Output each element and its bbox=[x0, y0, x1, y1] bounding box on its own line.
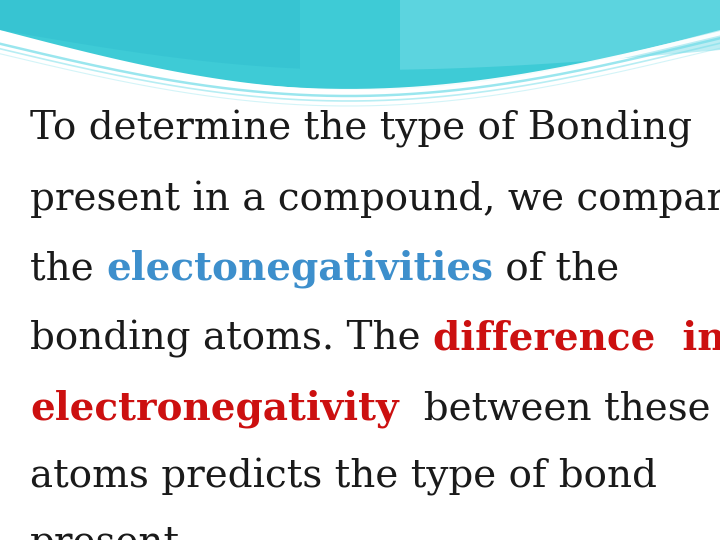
Text: electonegativities: electonegativities bbox=[106, 250, 493, 288]
Text: bonding atoms. The: bonding atoms. The bbox=[30, 320, 433, 358]
Polygon shape bbox=[400, 0, 720, 70]
Text: atoms predicts the type of bond: atoms predicts the type of bond bbox=[30, 458, 657, 496]
Text: present: present bbox=[30, 525, 180, 540]
Text: difference  in: difference in bbox=[433, 320, 720, 358]
Polygon shape bbox=[0, 0, 720, 90]
Text: present in a compound, we compare: present in a compound, we compare bbox=[30, 180, 720, 218]
Text: the: the bbox=[30, 250, 106, 287]
Text: To determine the type of Bonding: To determine the type of Bonding bbox=[30, 110, 692, 148]
Text: between these: between these bbox=[399, 390, 710, 427]
Text: electronegativity: electronegativity bbox=[30, 390, 399, 429]
Text: of the: of the bbox=[493, 250, 619, 287]
Polygon shape bbox=[0, 0, 300, 69]
